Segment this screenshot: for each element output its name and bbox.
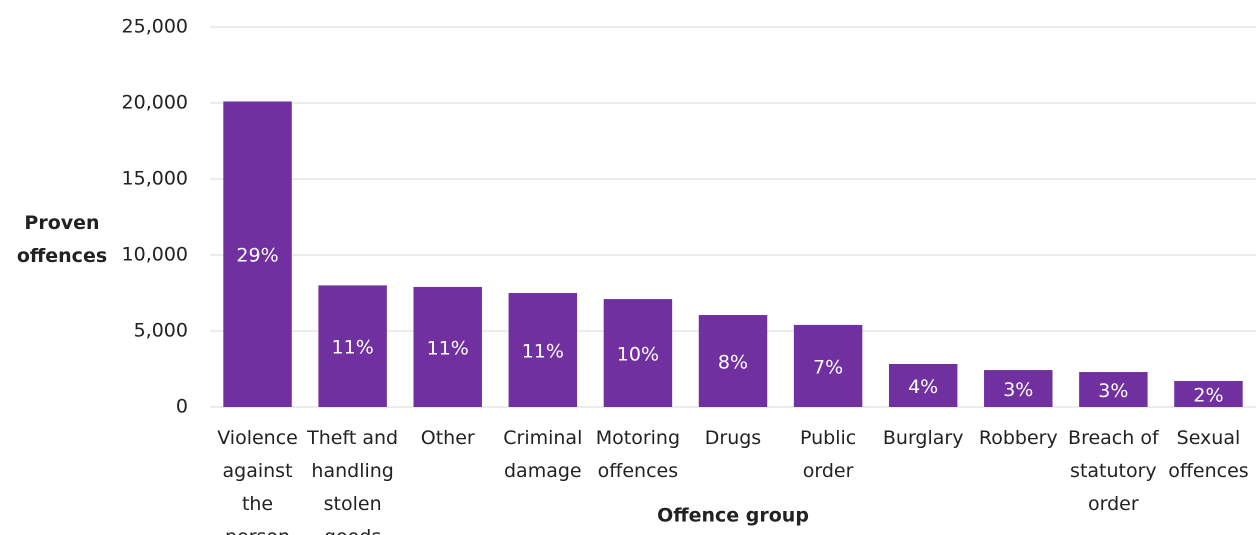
data-label: 11% [427,337,469,359]
data-label: 11% [332,337,374,359]
data-label: 11% [522,341,564,363]
x-tick-label: Burglary [883,427,964,449]
x-tick-label: Motoring offences [596,427,680,482]
data-label: 2% [1193,385,1223,407]
y-tick-label: 25,000 [122,16,188,38]
bar [508,293,578,407]
y-tick-label: 10,000 [122,244,188,266]
bar [1174,381,1243,407]
bar [793,324,863,407]
bar [888,363,958,407]
x-axis-title: Offence group [657,505,809,527]
bar [1079,372,1148,407]
y-tick-label: 0 [176,396,188,418]
x-tick-label: Robbery [979,427,1058,449]
bar [223,101,292,407]
y-tick-label: 5,000 [134,320,188,342]
x-tick-label: Breach of statutory order [1068,427,1160,515]
data-label: 10% [617,344,659,366]
y-tick-label: 15,000 [122,168,188,190]
bar [318,285,387,407]
data-label: 3% [1003,379,1033,401]
data-label: 7% [813,356,843,378]
x-tick-label: Other [421,427,475,449]
y-axis-title: Proven offences [17,212,107,267]
x-tick-label: Sexual offences [1168,427,1248,482]
x-tick-label: Criminal damage [503,427,582,482]
data-label: 8% [718,352,748,374]
bar [603,299,673,407]
data-label: 4% [908,376,938,398]
x-tick-label: Drugs [705,427,761,449]
x-tick-label: Violenceagainsttheperson [217,427,298,535]
data-label: 29% [236,245,278,267]
y-tick-label: 20,000 [122,92,188,114]
x-tick-label: Theft andhandlingstolengoods [306,427,398,535]
bar [984,370,1053,407]
bar [698,315,768,407]
bar [413,286,482,407]
data-label: 3% [1098,380,1128,402]
x-tick-label: Public order [800,427,856,482]
